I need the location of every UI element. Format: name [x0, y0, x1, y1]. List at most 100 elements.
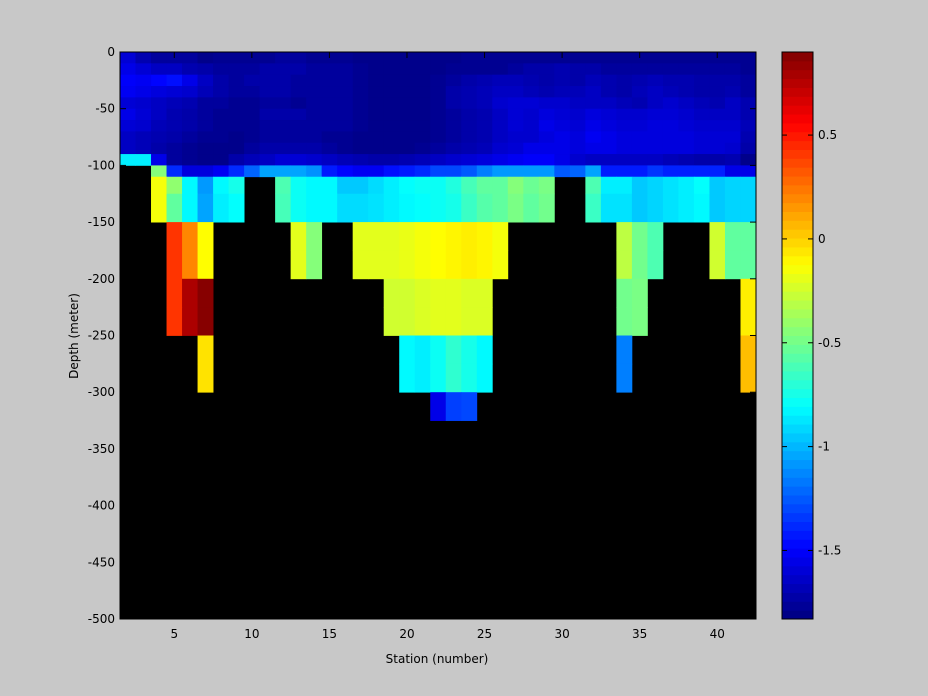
heatmap-cell [383, 74, 400, 87]
heatmap-cell [228, 63, 245, 76]
colorbar-band [782, 370, 813, 381]
heatmap-cell [445, 142, 462, 155]
heatmap-cell [414, 86, 431, 98]
heatmap-cell [631, 193, 648, 223]
heatmap-cell [569, 86, 586, 98]
heatmap-cell [182, 176, 198, 195]
heatmap-cell [538, 131, 555, 144]
colorbar-band [782, 122, 813, 133]
heatmap-cell [569, 108, 586, 121]
heatmap-cell [461, 86, 478, 98]
heatmap-cell [166, 278, 183, 308]
heatmap-cell [492, 222, 509, 251]
heatmap-cell [399, 278, 416, 308]
heatmap-cell [197, 97, 214, 110]
heatmap-cell [228, 97, 245, 110]
heatmap-cell [135, 142, 152, 155]
heatmap-cell [414, 52, 431, 64]
heatmap-cell [585, 165, 602, 178]
heatmap-cell [740, 222, 757, 251]
heatmap-cell [383, 120, 400, 132]
heatmap-cell [709, 97, 726, 110]
heatmap-cell [461, 278, 478, 308]
heatmap-cell [321, 74, 338, 87]
heatmap-cell [631, 222, 648, 251]
heatmap-cell [430, 392, 447, 421]
heatmap-cell [259, 74, 276, 87]
heatmap-cell [352, 222, 369, 251]
colorbar-band [782, 202, 813, 212]
heatmap-cell [352, 108, 369, 121]
heatmap-cell [616, 97, 633, 110]
heatmap-cell [538, 74, 555, 87]
heatmap-cell [492, 97, 509, 110]
colorbar-band [782, 291, 813, 301]
colorbar-band [782, 424, 813, 434]
y-tick-label: -200 [88, 272, 115, 286]
heatmap-cell [368, 97, 385, 110]
heatmap-cell [600, 142, 617, 155]
heatmap-cell [135, 131, 152, 144]
heatmap-cell [693, 176, 710, 195]
heatmap-cell [709, 131, 726, 144]
heatmap-cell [383, 142, 400, 155]
y-tick-label: -150 [88, 215, 115, 229]
heatmap-cell [616, 142, 633, 155]
heatmap-cell [213, 193, 229, 223]
heatmap-cell [290, 176, 307, 195]
heatmap-cell [647, 154, 664, 166]
heatmap-cell [306, 86, 323, 98]
heatmap-cell [554, 108, 571, 121]
heatmap-cell [414, 363, 431, 393]
heatmap-cell [709, 165, 726, 178]
colorbar-band [782, 167, 813, 177]
heatmap-cell [461, 363, 478, 393]
heatmap-cell [182, 193, 198, 223]
colorbar-band [782, 69, 813, 80]
heatmap-cell [585, 108, 602, 121]
heatmap-cell [182, 278, 198, 308]
heatmap-cell [430, 97, 447, 110]
heatmap-cell [647, 86, 664, 98]
heatmap-cell [306, 250, 323, 280]
heatmap-cell [647, 97, 664, 110]
heatmap-cell [182, 120, 198, 132]
y-tick-label: -300 [88, 385, 115, 399]
colorbar-band [782, 52, 813, 62]
heatmap-cell [616, 86, 633, 98]
heatmap-cell [523, 86, 540, 98]
heatmap-cell [662, 176, 679, 195]
heatmap-cell [523, 52, 540, 64]
heatmap-cell [197, 363, 214, 393]
heatmap-cell [321, 120, 338, 132]
y-tick-label: -250 [88, 329, 115, 343]
heatmap-cell [585, 131, 602, 144]
y-tick-label: -400 [88, 499, 115, 513]
heatmap-cell [631, 74, 648, 87]
heatmap-cell [430, 108, 447, 121]
heatmap-cell [631, 250, 648, 280]
heatmap-cell [430, 120, 447, 132]
heatmap-cell [662, 131, 679, 144]
colorbar-band [782, 441, 813, 452]
heatmap-cell [414, 176, 431, 195]
heatmap-cell [352, 142, 369, 155]
heatmap-cell [461, 250, 478, 280]
colorbar-band [782, 255, 813, 266]
heatmap-cell [352, 97, 369, 110]
heatmap-cell [430, 335, 447, 365]
heatmap-cell [259, 154, 276, 166]
heatmap-cell [616, 120, 633, 132]
x-tick-label: 25 [477, 627, 492, 641]
heatmap-cell [383, 131, 400, 144]
heatmap-cell [709, 250, 726, 280]
heatmap-cell [678, 52, 695, 64]
heatmap-cell [461, 108, 478, 121]
heatmap-cell [399, 363, 416, 393]
colorbar-band [782, 601, 813, 611]
colorbar-band [782, 317, 813, 328]
heatmap-cell [197, 307, 214, 336]
heatmap-cell [461, 335, 478, 365]
x-tick-label: 5 [170, 627, 178, 641]
colorbar-band [782, 450, 813, 461]
